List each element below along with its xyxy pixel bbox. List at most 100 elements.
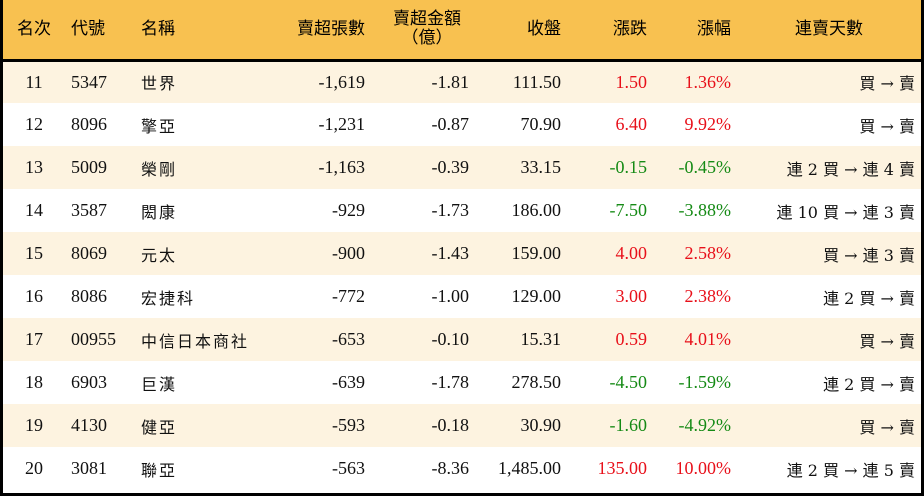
table-header-row: 名次 代號 名稱 賣超張數 賣超金額 （億） 收盤 漲跌 漲幅 連賣天數 xyxy=(3,0,921,60)
cell-close: 1,485.00 xyxy=(498,458,561,478)
cell-consecutive-days: 連 2 買 → 連 4 賣 xyxy=(786,159,915,179)
cell-code[interactable]: 3587 xyxy=(71,200,107,220)
header-consecutive-days[interactable]: 連賣天數 xyxy=(795,18,863,39)
cell-change-pct: 9.92% xyxy=(684,114,732,134)
cell-rank: 17 xyxy=(25,329,43,349)
cell-name[interactable]: 巨漢 xyxy=(141,374,178,394)
cell-consecutive-days: 連 2 買 → 賣 xyxy=(823,288,915,308)
header-rank[interactable]: 名次 xyxy=(17,18,51,39)
header-change-pct[interactable]: 漲幅 xyxy=(697,18,731,39)
cell-consecutive-days: 買 → 賣 xyxy=(859,74,915,94)
cell-name[interactable]: 榮剛 xyxy=(141,159,178,179)
cell-code[interactable]: 6903 xyxy=(71,372,107,392)
cell-net-sell-amount: -1.81 xyxy=(431,71,470,92)
cell-code[interactable]: 8069 xyxy=(71,243,107,263)
cell-consecutive-days: 連 10 買 → 連 3 賣 xyxy=(776,202,915,222)
cell-net-sell-lots: -929 xyxy=(332,200,365,220)
cell-net-sell-lots: -593 xyxy=(332,415,365,435)
cell-code[interactable]: 8086 xyxy=(71,286,107,306)
cell-change-pct: 2.38% xyxy=(684,286,732,306)
cell-net-sell-lots: -772 xyxy=(332,286,365,306)
cell-code[interactable]: 00955 xyxy=(71,329,116,349)
table-row[interactable]: 12 8096 擎亞 -1,231 -0.87 70.90 6.40 9.92%… xyxy=(3,103,921,146)
header-code[interactable]: 代號 xyxy=(71,18,105,39)
header-net-sell-amount-label: 賣超金額 xyxy=(393,9,461,30)
cell-consecutive-days: 買 → 賣 xyxy=(859,417,915,437)
cell-name[interactable]: 世界 xyxy=(141,74,178,94)
cell-net-sell-lots: -1,231 xyxy=(318,114,366,134)
header-close[interactable]: 收盤 xyxy=(527,18,561,39)
cell-rank: 16 xyxy=(25,286,43,306)
table-row[interactable]: 20 3081 聯亞 -563 -8.36 1,485.00 135.00 10… xyxy=(3,447,921,490)
header-net-sell-amount-unit: （億） xyxy=(401,28,453,49)
header-net-sell-lots[interactable]: 賣超張數 xyxy=(297,18,365,39)
cell-code[interactable]: 4130 xyxy=(71,415,107,435)
table-row[interactable]: 16 8086 宏捷科 -772 -1.00 129.00 3.00 2.38%… xyxy=(3,275,921,318)
cell-code[interactable]: 3081 xyxy=(71,458,107,478)
header-change[interactable]: 漲跌 xyxy=(613,18,647,39)
cell-change-pct: 1.36% xyxy=(684,71,732,92)
header-name[interactable]: 名稱 xyxy=(141,18,175,39)
cell-rank: 11 xyxy=(25,71,43,92)
cell-change: -1.60 xyxy=(609,415,648,435)
cell-change: 6.40 xyxy=(615,114,648,134)
cell-rank: 12 xyxy=(25,114,43,134)
cell-net-sell-amount: -1.78 xyxy=(431,372,470,392)
cell-net-sell-amount: -0.18 xyxy=(431,415,470,435)
table-row[interactable]: 15 8069 元太 -900 -1.43 159.00 4.00 2.58% … xyxy=(3,232,921,275)
cell-code[interactable]: 5347 xyxy=(71,71,107,92)
cell-consecutive-days: 連 2 買 → 賣 xyxy=(823,374,915,394)
cell-change-pct: -1.59% xyxy=(678,372,732,392)
cell-rank: 13 xyxy=(25,157,43,177)
cell-code[interactable]: 8096 xyxy=(71,114,107,134)
cell-net-sell-amount: -1.73 xyxy=(431,200,470,220)
cell-consecutive-days: 買 → 連 3 賣 xyxy=(823,245,915,265)
cell-name[interactable]: 閎康 xyxy=(141,202,178,222)
cell-close: 111.50 xyxy=(512,71,561,92)
cell-close: 278.50 xyxy=(511,372,562,392)
cell-consecutive-days: 買 → 賣 xyxy=(859,331,915,351)
table-row[interactable]: 14 3587 閎康 -929 -1.73 186.00 -7.50 -3.88… xyxy=(3,189,921,232)
cell-change: 1.50 xyxy=(615,71,648,92)
cell-net-sell-amount: -1.00 xyxy=(431,286,470,306)
table-row[interactable]: 11 5347 世界 -1,619 -1.81 111.50 1.50 1.36… xyxy=(3,60,921,103)
cell-close: 30.90 xyxy=(520,415,562,435)
table-row[interactable]: 18 6903 巨漢 -639 -1.78 278.50 -4.50 -1.59… xyxy=(3,361,921,404)
cell-net-sell-lots: -639 xyxy=(332,372,365,392)
cell-net-sell-lots: -900 xyxy=(332,243,365,263)
cell-name[interactable]: 擎亞 xyxy=(141,116,178,136)
cell-change: 135.00 xyxy=(597,458,648,478)
cell-rank: 18 xyxy=(25,372,43,392)
cell-code[interactable]: 5009 xyxy=(71,157,107,177)
header-net-sell-amount[interactable]: 賣超金額 （億） xyxy=(371,0,475,60)
cell-name[interactable]: 宏捷科 xyxy=(141,288,196,308)
cell-name[interactable]: 中信日本商社 xyxy=(141,331,250,351)
cell-change-pct: -4.92% xyxy=(678,415,732,435)
table-row[interactable]: 17 00955 中信日本商社 -653 -0.10 15.31 0.59 4.… xyxy=(3,318,921,361)
cell-change: 4.00 xyxy=(615,243,648,263)
cell-close: 186.00 xyxy=(511,200,562,220)
cell-net-sell-amount: -1.43 xyxy=(431,243,470,263)
cell-change-pct: 2.58% xyxy=(684,243,732,263)
cell-change-pct: 10.00% xyxy=(675,458,732,478)
cell-change-pct: -0.45% xyxy=(678,157,732,177)
cell-rank: 15 xyxy=(25,243,43,263)
cell-rank: 14 xyxy=(25,200,43,220)
cell-net-sell-lots: -563 xyxy=(332,458,365,478)
table-body: 11 5347 世界 -1,619 -1.81 111.50 1.50 1.36… xyxy=(3,60,921,490)
cell-change-pct: 4.01% xyxy=(684,329,732,349)
cell-change: 0.59 xyxy=(615,329,648,349)
cell-net-sell-lots: -1,619 xyxy=(318,71,366,92)
cell-net-sell-lots: -653 xyxy=(332,329,365,349)
cell-rank: 19 xyxy=(25,415,43,435)
cell-change: -4.50 xyxy=(609,372,648,392)
cell-close: 159.00 xyxy=(511,243,562,263)
table-row[interactable]: 19 4130 健亞 -593 -0.18 30.90 -1.60 -4.92%… xyxy=(3,404,921,447)
cell-name[interactable]: 聯亞 xyxy=(141,460,178,480)
table-row[interactable]: 13 5009 榮剛 -1,163 -0.39 33.15 -0.15 -0.4… xyxy=(3,146,921,189)
cell-net-sell-amount: -0.87 xyxy=(431,114,470,134)
cell-name[interactable]: 健亞 xyxy=(141,417,178,437)
cell-net-sell-amount: -0.39 xyxy=(431,157,470,177)
cell-change-pct: -3.88% xyxy=(678,200,732,220)
cell-name[interactable]: 元太 xyxy=(141,245,178,265)
